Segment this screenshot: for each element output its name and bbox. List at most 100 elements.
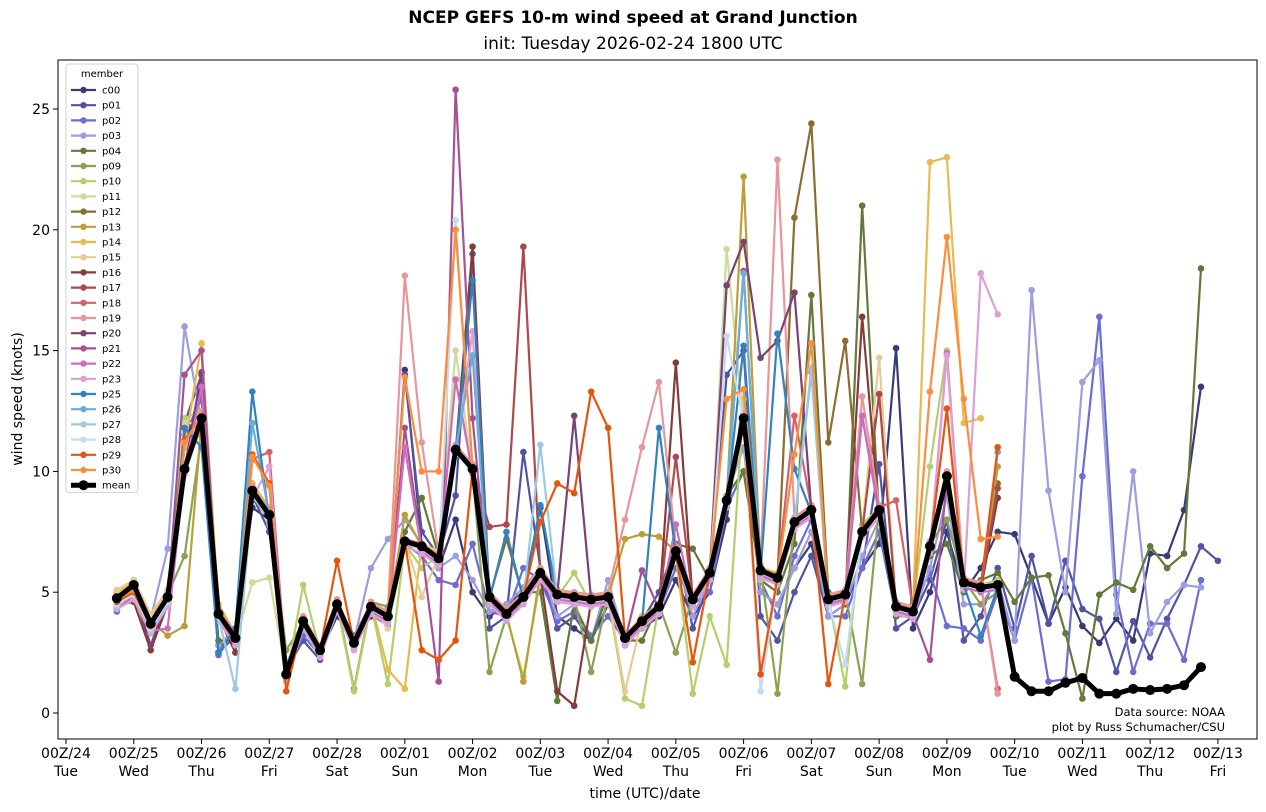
legend-swatch-marker [80,299,87,306]
data-point-p01 [452,492,459,499]
data-point-p01 [1146,654,1154,661]
series-line-mean [115,415,1203,697]
data-point-p17 [503,521,510,528]
legend-label: p16 [102,268,121,279]
legend-swatch-marker [80,178,87,185]
chart-subtitle: init: Tuesday 2026-02-24 1800 UTC [483,34,783,54]
data-point-c00 [1079,622,1086,630]
data-point-p02 [469,540,476,548]
legend-title: member [81,69,124,80]
data-point-p02 [1129,668,1137,676]
x-tick-label-day: Tue [1002,764,1027,780]
data-point-p09 [774,690,781,697]
x-tick-label-time: 00Z/28 [312,746,362,762]
y-axis: 0 5 10 15 20 25 [32,102,58,722]
data-point-p25 [774,330,781,337]
data-point-p25 [215,649,222,656]
data-point-p23 [943,352,951,359]
data-point-p23 [655,610,663,618]
data-point-p01 [808,552,815,560]
data-point-mean [501,608,512,619]
data-point-mean [433,553,444,564]
data-point-p23 [265,463,273,470]
legend-label: p04 [102,146,121,157]
data-point-p03 [689,613,697,620]
data-point-p01 [791,588,798,596]
legend-item-p21: p21 [71,344,121,355]
legend-swatch-marker [80,406,87,413]
data-point-p15 [113,586,121,594]
legend-swatch-marker [80,147,87,154]
data-point-p23 [689,603,697,610]
legend-item-p14: p14 [71,238,121,249]
legend-label: p20 [102,329,121,340]
data-point-p02 [1180,656,1188,664]
data-point-mean [569,592,580,603]
data-point-p09 [858,680,866,688]
legend-item-p02: p02 [71,116,121,127]
legend-item-p26: p26 [71,405,121,416]
data-point-mean [891,601,902,612]
data-point-p10 [841,683,849,690]
data-point-p21 [638,567,646,574]
x-tick-label-day: Thu [1136,764,1163,780]
data-point-p03 [1062,588,1069,596]
x-tick-label-day: Fri [261,764,278,780]
data-point-p30 [943,233,951,241]
data-point-mean [924,541,935,552]
legend-swatch-marker [80,238,87,246]
data-point-p01 [1197,542,1205,550]
data-point-p01 [520,448,527,456]
data-point-p10 [706,613,714,620]
legend-label: p26 [102,405,121,416]
data-point-mean [196,413,207,424]
legend-item-p19: p19 [71,314,121,325]
data-point-p04 [1180,550,1188,557]
data-point-p30 [926,388,934,395]
data-point-p17 [994,485,1001,492]
legend-item-p09: p09 [71,162,121,173]
data-point-p13 [638,530,646,538]
x-tick-label-time: 00Z/05 [651,746,701,762]
data-point-p17 [875,390,883,398]
data-point-p03 [791,564,798,572]
data-point-p21 [181,371,188,379]
data-point-p16 [147,646,154,654]
data-point-p04 [1096,591,1103,598]
data-point-p13 [520,678,527,685]
data-point-p04 [1129,586,1137,594]
data-point-p20 [757,354,764,362]
x-tick-label-time: 00Z/11 [1057,746,1107,762]
data-point-p02 [943,622,951,630]
legend-label: p23 [102,374,121,385]
data-point-p26 [740,269,747,277]
data-point-p29 [570,489,578,497]
data-point-p30 [265,482,273,490]
data-point-p17 [672,453,680,461]
data-point-p11 [723,245,730,253]
data-point-p03 [553,613,561,620]
data-point-p15 [621,687,629,695]
data-point-p16 [570,702,578,710]
data-point-mean [111,593,122,604]
legend-label: p18 [102,298,121,309]
data-point-p01 [553,625,561,632]
legend-swatch-marker [80,102,87,109]
x-axis: 00Z/24 Tue 00Z/25 Wed 00Z/26 Thu 00Z/27 Fri 00Z/… [41,739,1243,780]
data-point-p01 [774,637,781,644]
data-point-p03 [1146,629,1154,637]
series-p02 [113,313,1205,685]
legend-label: p13 [102,222,121,233]
data-point-p18 [265,448,273,456]
data-point-p28 [452,216,459,224]
legend-label: p25 [102,390,121,401]
x-tick-label-day: Mon [932,764,962,780]
data-point-p30 [808,340,815,347]
data-point-p25 [655,424,663,432]
data-point-mean [162,592,173,603]
data-point-p30 [401,373,409,381]
data-point-c00 [909,625,917,632]
data-point-p25 [977,632,985,639]
legend-label: p01 [102,101,121,112]
data-point-p25 [537,501,544,509]
